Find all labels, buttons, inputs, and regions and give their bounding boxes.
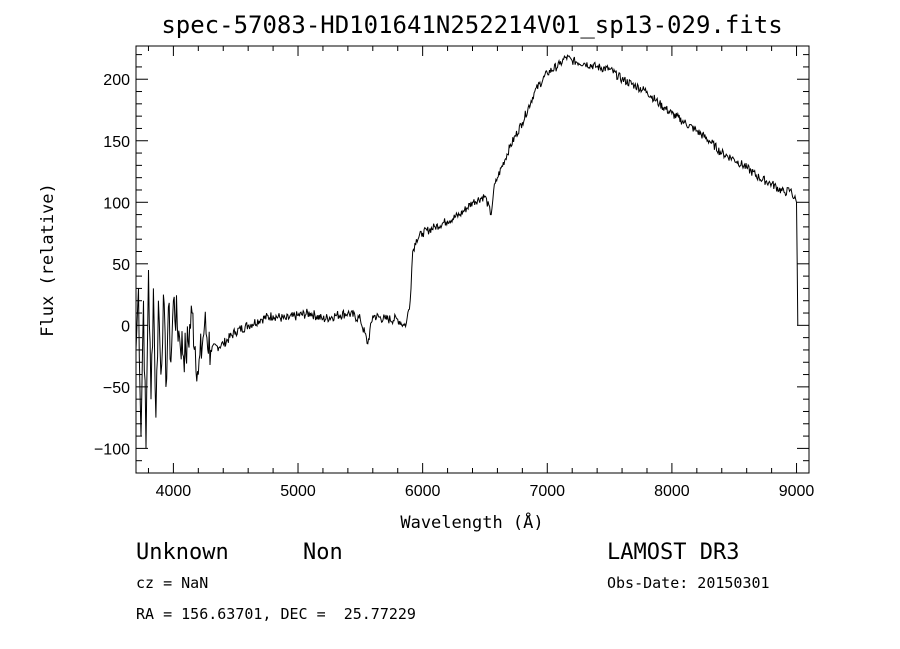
object-name-label: Unknown	[136, 540, 229, 565]
x-tick-label-8000: 8000	[654, 483, 690, 500]
y-axis-label: Flux (relative)	[38, 183, 58, 337]
y-tick-label--100: −100	[94, 441, 130, 458]
object-type-label: Non	[303, 540, 343, 565]
axis-ticks	[136, 46, 809, 473]
coordinates-label: RA = 156.63701, DEC = 25.77229	[136, 605, 416, 623]
y-tick-label-150: 150	[103, 134, 130, 151]
x-tick-label-9000: 9000	[779, 483, 815, 500]
redshift-label: cz = NaN	[136, 574, 208, 592]
x-tick-label-6000: 6000	[405, 483, 441, 500]
survey-label: LAMOST DR3	[607, 540, 739, 565]
y-tick-label-200: 200	[103, 72, 130, 89]
x-tick-label-7000: 7000	[529, 483, 565, 500]
y-tick-label-100: 100	[103, 195, 130, 212]
obs-date-label: Obs-Date: 20150301	[607, 574, 770, 592]
x-tick-label-4000: 4000	[156, 483, 192, 500]
y-tick-label--50: −50	[103, 380, 130, 397]
series-line-spectrum	[135, 54, 799, 449]
axis-tick-labels: 4000 5000 6000 7000 8000 9000 −100 −50 0 50 100 150…	[94, 72, 814, 500]
x-axis-label: Wavelength (Å)	[400, 511, 543, 533]
chart-title: spec-57083-HD101641N252214V01_sp13-029.f…	[161, 11, 782, 39]
x-tick-label-5000: 5000	[280, 483, 316, 500]
y-tick-label-0: 0	[121, 318, 130, 335]
plot-frame	[135, 45, 810, 474]
y-tick-label-50: 50	[112, 257, 130, 274]
